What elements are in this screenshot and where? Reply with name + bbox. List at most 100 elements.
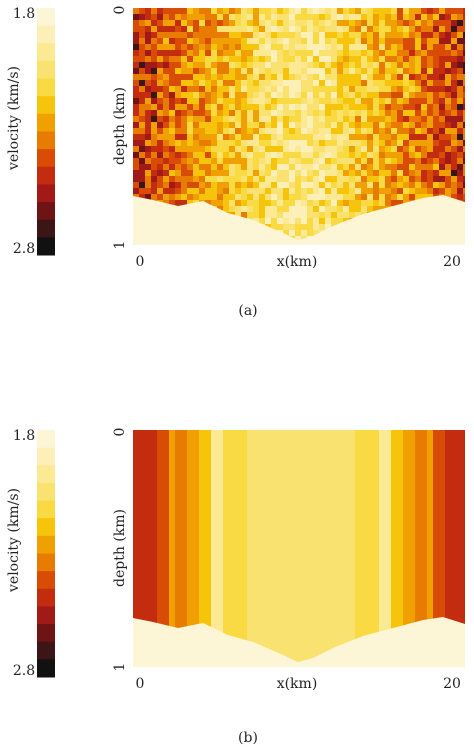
heatmap-cell xyxy=(265,128,272,135)
heatmap-cell xyxy=(451,490,458,497)
heatmap-cell xyxy=(385,478,392,485)
heatmap-cell xyxy=(349,466,356,473)
heatmap-cell xyxy=(175,8,182,15)
heatmap-cell xyxy=(205,152,212,159)
heatmap-cell xyxy=(283,122,290,129)
heatmap-cell xyxy=(313,568,320,575)
heatmap-cell xyxy=(319,568,326,575)
heatmap-cell xyxy=(439,80,446,87)
heatmap-cell xyxy=(355,466,362,473)
heatmap-cell xyxy=(337,194,344,201)
heatmap-cell xyxy=(217,176,224,183)
heatmap-cell xyxy=(307,116,314,123)
heatmap-cell xyxy=(355,532,362,539)
heatmap-cell xyxy=(355,188,362,195)
heatmap-cell xyxy=(211,532,218,539)
heatmap-cell xyxy=(295,74,302,81)
heatmap-cell xyxy=(379,592,386,599)
heatmap-cell xyxy=(319,26,326,33)
heatmap-cell xyxy=(259,188,266,195)
heatmap-cell xyxy=(277,544,284,551)
heatmap-cell xyxy=(283,562,290,569)
heatmap-cell xyxy=(373,496,380,503)
heatmap-cell xyxy=(211,544,218,551)
heatmap-cell xyxy=(367,86,374,93)
heatmap-cell xyxy=(313,8,320,15)
heatmap-cell xyxy=(355,514,362,521)
heatmap-cell xyxy=(181,50,188,57)
heatmap-cell xyxy=(319,146,326,153)
heatmap-cell xyxy=(361,562,368,569)
heatmap-cell xyxy=(271,20,278,27)
heatmap-cell xyxy=(445,110,452,117)
heatmap-cell xyxy=(253,496,260,503)
heatmap-cell xyxy=(337,182,344,189)
heatmap-cell xyxy=(151,448,158,455)
heatmap-cell xyxy=(223,430,230,437)
heatmap-cell xyxy=(349,158,356,165)
heatmap-cell xyxy=(355,8,362,15)
heatmap-cell xyxy=(193,128,200,135)
heatmap-cell xyxy=(415,610,422,617)
heatmap-cell xyxy=(229,538,236,545)
heatmap-cell xyxy=(199,170,206,177)
heatmap-cell xyxy=(271,580,278,587)
heatmap-cell xyxy=(313,640,320,647)
heatmap-cell xyxy=(361,544,368,551)
heatmap-cell xyxy=(391,98,398,105)
heatmap-cell xyxy=(265,448,272,455)
heatmap-cell xyxy=(277,110,284,117)
heatmap-cell xyxy=(337,92,344,99)
heatmap-cell xyxy=(247,110,254,117)
heatmap-cell xyxy=(409,568,416,575)
heatmap-cell xyxy=(199,604,206,611)
heatmap-cell xyxy=(367,50,374,57)
heatmap-cell xyxy=(415,38,422,45)
heatmap-cell xyxy=(289,610,296,617)
heatmap-cell xyxy=(295,104,302,111)
heatmap-cell xyxy=(355,86,362,93)
heatmap-cell xyxy=(349,134,356,141)
heatmap-cell xyxy=(421,526,428,533)
heatmap-cell xyxy=(295,574,302,581)
heatmap-cell xyxy=(289,134,296,141)
heatmap-cell xyxy=(343,586,350,593)
heatmap-cell xyxy=(295,598,302,605)
heatmap-cell xyxy=(169,116,176,123)
heatmap-cell xyxy=(175,140,182,147)
heatmap-cell xyxy=(235,140,242,147)
heatmap-cell xyxy=(403,32,410,39)
heatmap-cell xyxy=(307,508,314,515)
heatmap-cell xyxy=(259,182,266,189)
heatmap-cell xyxy=(199,140,206,147)
heatmap-cell xyxy=(157,508,164,515)
heatmap-cell xyxy=(373,598,380,605)
heatmap-cell xyxy=(445,556,452,563)
heatmap-cell xyxy=(367,32,374,39)
heatmap-cell xyxy=(253,218,260,225)
heatmap-cell xyxy=(451,122,458,129)
heatmap-cell xyxy=(223,598,230,605)
heatmap-cell xyxy=(403,8,410,15)
heatmap-cell xyxy=(181,598,188,605)
heatmap-cell xyxy=(217,562,224,569)
heatmap-cell xyxy=(289,224,296,231)
heatmap-cell xyxy=(187,466,194,473)
heatmap-cell xyxy=(457,116,464,123)
heatmap-cell xyxy=(175,50,182,57)
heatmap-cell xyxy=(415,550,422,557)
heatmap-cell xyxy=(367,68,374,75)
heatmap-cell xyxy=(403,436,410,443)
heatmap-cell xyxy=(211,146,218,153)
heatmap-cell xyxy=(277,122,284,129)
heatmap-cell xyxy=(211,110,218,117)
heatmap-cell xyxy=(187,574,194,581)
heatmap-cell xyxy=(223,158,230,165)
heatmap-cell xyxy=(151,454,158,461)
heatmap-cell xyxy=(343,8,350,15)
heatmap-cell xyxy=(229,188,236,195)
heatmap-cell xyxy=(391,182,398,189)
heatmap-cell xyxy=(439,26,446,33)
heatmap-cell xyxy=(169,442,176,449)
